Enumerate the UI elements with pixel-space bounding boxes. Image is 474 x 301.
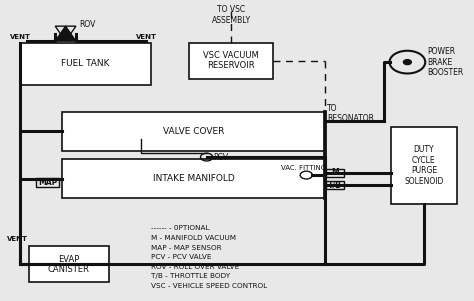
FancyBboxPatch shape bbox=[326, 169, 344, 177]
FancyBboxPatch shape bbox=[62, 160, 325, 198]
Text: VSC VACUUM
RESERVOIR: VSC VACUUM RESERVOIR bbox=[203, 51, 259, 70]
Text: VENT: VENT bbox=[10, 34, 31, 40]
Text: PCV - PCV VALVE: PCV - PCV VALVE bbox=[151, 254, 212, 260]
Text: DUTY
CYCLE
PURGE
SOLENOID: DUTY CYCLE PURGE SOLENOID bbox=[404, 145, 444, 186]
Text: VALVE COVER: VALVE COVER bbox=[163, 126, 224, 135]
FancyBboxPatch shape bbox=[29, 247, 109, 282]
Text: M: M bbox=[331, 169, 339, 178]
FancyBboxPatch shape bbox=[36, 178, 59, 187]
Text: MAP: MAP bbox=[38, 178, 57, 187]
Text: ------ - 0PTIONAL: ------ - 0PTIONAL bbox=[151, 225, 210, 231]
Text: MAP - MAP SENSOR: MAP - MAP SENSOR bbox=[151, 245, 222, 250]
Text: M - MANIFOLD VACUUM: M - MANIFOLD VACUUM bbox=[151, 235, 236, 241]
Text: T/B: T/B bbox=[328, 180, 342, 189]
Text: PCV: PCV bbox=[214, 153, 229, 162]
Text: EVAP
CANISTER: EVAP CANISTER bbox=[48, 255, 90, 274]
FancyBboxPatch shape bbox=[189, 43, 273, 79]
Text: INTAKE MANIFOLD: INTAKE MANIFOLD bbox=[153, 175, 234, 184]
Text: POWER
BRAKE
BOOSTER: POWER BRAKE BOOSTER bbox=[428, 47, 464, 77]
Text: FUEL TANK: FUEL TANK bbox=[61, 59, 109, 68]
Text: VAC. FITTING: VAC. FITTING bbox=[282, 165, 327, 171]
FancyBboxPatch shape bbox=[326, 181, 344, 189]
Text: TO
RESONATOR: TO RESONATOR bbox=[328, 104, 374, 123]
FancyBboxPatch shape bbox=[19, 43, 151, 85]
Polygon shape bbox=[55, 26, 76, 41]
Text: TO VSC
ASSEMBLY: TO VSC ASSEMBLY bbox=[211, 5, 251, 25]
Text: ROV: ROV bbox=[80, 20, 96, 29]
FancyBboxPatch shape bbox=[391, 126, 457, 204]
Text: T/B - THROTTLE BODY: T/B - THROTTLE BODY bbox=[151, 273, 230, 279]
Text: VSC - VEHICLE SPEED CONTROL: VSC - VEHICLE SPEED CONTROL bbox=[151, 283, 267, 289]
Text: VENT: VENT bbox=[136, 34, 157, 40]
FancyBboxPatch shape bbox=[62, 112, 325, 150]
Circle shape bbox=[403, 60, 411, 65]
Text: ROV - ROLL OVER VALVE: ROV - ROLL OVER VALVE bbox=[151, 264, 239, 270]
Text: VENT: VENT bbox=[7, 236, 27, 242]
